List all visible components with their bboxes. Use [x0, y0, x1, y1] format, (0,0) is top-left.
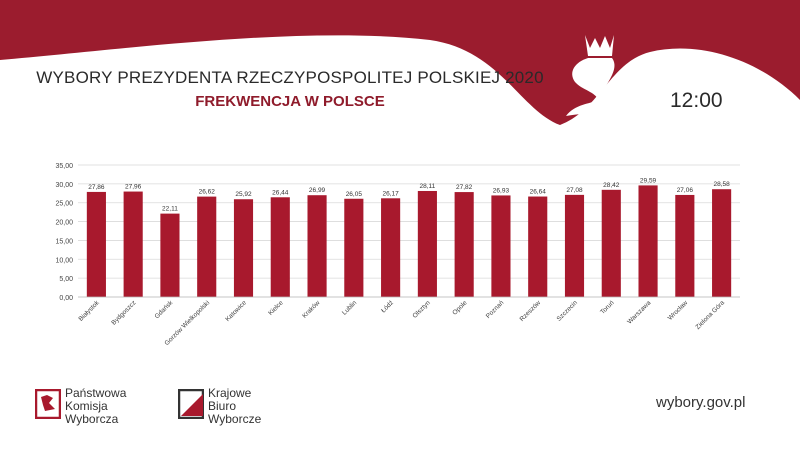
pkw-logo: Państwowa Komisja Wyborcza: [35, 385, 155, 426]
x-tick-label: Zielona Góra: [695, 299, 727, 331]
kbw-line-1: Krajowe: [208, 386, 252, 400]
bar: [344, 198, 364, 297]
data-label: 28,58: [713, 181, 730, 188]
y-tick-label: 20,00: [55, 220, 73, 227]
kbw-line-2: Biuro: [208, 399, 237, 413]
bar: [712, 189, 732, 297]
x-tick-label: Toruń: [599, 299, 616, 316]
bar: [123, 191, 143, 297]
bar: [160, 213, 180, 297]
x-tick-label: Szczecin: [556, 299, 580, 323]
x-tick-label: Opole: [451, 299, 468, 316]
y-tick-label: 15,00: [55, 238, 73, 245]
bar: [270, 197, 290, 297]
x-tick-label: Katowice: [224, 299, 248, 323]
bar: [197, 196, 217, 297]
x-tick-label: Olsztyn: [412, 299, 433, 320]
x-tick-label: Poznań: [485, 299, 506, 320]
kbw-logo-icon: [178, 389, 204, 419]
x-tick-label: Lublin: [341, 299, 358, 316]
page-subtitle: FREKWENCJA W POLSCE: [195, 93, 385, 110]
x-tick-label: Wrocław: [667, 299, 690, 322]
bar: [86, 191, 106, 297]
bar: [307, 195, 327, 297]
bar: [454, 192, 474, 297]
y-tick-label: 0,00: [59, 295, 73, 302]
data-label: 25,92: [235, 191, 252, 198]
data-label: 27,86: [88, 184, 105, 191]
kbw-line-3: Wyborcze: [208, 412, 262, 426]
data-label: 27,96: [125, 184, 142, 191]
y-tick-label: 25,00: [55, 201, 73, 208]
data-label: 22,11: [162, 206, 178, 213]
data-label: 28,42: [603, 182, 620, 189]
eagle-emblem-icon: [566, 35, 620, 118]
data-label: 26,99: [309, 187, 326, 194]
data-label: 26,64: [530, 189, 547, 196]
bar: [417, 190, 437, 297]
x-tick-label: Białystok: [77, 299, 101, 323]
data-label: 26,17: [382, 190, 399, 197]
pkw-line-2: Komisja: [65, 399, 108, 413]
header-banner: [0, 0, 800, 125]
bar: [491, 195, 511, 297]
bar: [233, 199, 254, 297]
y-tick-label: 30,00: [55, 182, 73, 189]
y-tick-label: 10,00: [55, 257, 73, 264]
pkw-line-3: Wyborcza: [65, 412, 119, 426]
x-tick-label: Warszawa: [626, 299, 653, 326]
data-label: 29,59: [640, 177, 657, 184]
y-tick-label: 5,00: [59, 276, 73, 283]
website-link[interactable]: wybory.gov.pl: [656, 394, 746, 411]
turnout-bar-chart: 0,00 5,00 10,00 15,00 20,00 25,00 30,00 35,00 27…: [55, 163, 740, 347]
bar: [528, 196, 548, 297]
data-label: 26,93: [493, 187, 510, 194]
x-tick-label: Łódź: [380, 299, 395, 314]
data-label: 27,08: [566, 187, 583, 194]
pkw-line-1: Państwowa: [65, 386, 127, 400]
data-label: 26,62: [199, 189, 216, 196]
time-label: 12:00: [670, 89, 723, 112]
x-tick-label: Gdańsk: [154, 299, 175, 320]
data-label: 26,44: [272, 189, 289, 196]
bar: [675, 194, 695, 297]
x-tick-label: Kielce: [267, 299, 285, 317]
x-tick-label: Kraków: [301, 299, 321, 319]
pkw-logo-icon: [35, 389, 61, 419]
bar: [564, 194, 585, 297]
data-label: 27,06: [677, 187, 694, 194]
data-label: 26,05: [346, 191, 363, 198]
bar: [601, 189, 621, 297]
bar: [381, 198, 401, 297]
bar: [638, 185, 658, 297]
data-label: 28,11: [419, 183, 435, 190]
kbw-logo: Krajowe Biuro Wyborcze: [178, 385, 288, 426]
x-tick-label: Bydgoszcz: [110, 299, 137, 326]
page-title: WYBORY PREZYDENTA RZECZYPOSPOLITEJ POLSK…: [36, 68, 544, 87]
x-tick-label: Rzeszów: [519, 299, 543, 323]
data-label: 27,82: [456, 184, 473, 191]
y-tick-label: 35,00: [55, 163, 73, 170]
